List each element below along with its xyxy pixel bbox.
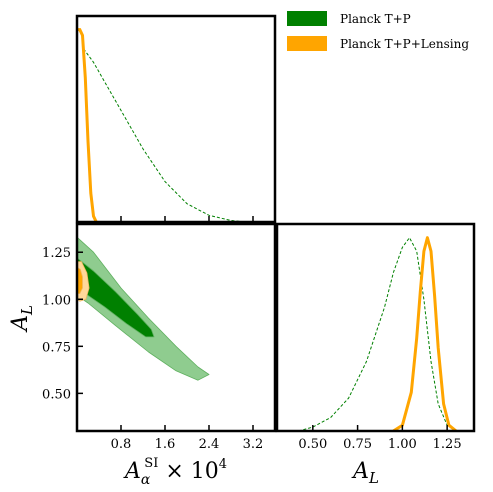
legend-swatch-planck-tp-lensing [287, 36, 327, 51]
y-axis-label: AL [8, 305, 36, 333]
marginal-AL-curve-planck-tp-lensing [392, 236, 458, 431]
x-axis-label-AL-sub: L [368, 469, 379, 487]
AL-x-tick-label-0: 0.50 [298, 437, 327, 452]
marginal-alpha-panel-frame [75, 14, 277, 224]
x-axis-label-alpha-main: A [123, 459, 141, 484]
AL-y-tick-label-2: 1.00 [42, 293, 71, 308]
marginal-AL-panel-frame [275, 222, 476, 433]
marginal-AL-curve-planck-tp [298, 237, 457, 431]
x-axis-label-alpha-sup: SI [144, 456, 158, 471]
joint-panel: 0.8 1.6 2.4 3.2 0.50 0.75 1.00 1.25 [42, 222, 277, 452]
AL-y-tick-label-1: 0.75 [42, 340, 71, 355]
marginal-alpha-curve-planck-tp-lensing [77, 28, 98, 222]
alpha-tick-label-3: 3.2 [243, 437, 264, 452]
AL-x-tick-label-2: 1.00 [388, 437, 417, 452]
joint-panel-frame [75, 222, 277, 433]
alpha-tick-label-0: 0.8 [111, 437, 132, 452]
legend-swatch-planck-tp [287, 11, 327, 26]
joint-contour-planck-tp-lensing-68 [77, 266, 83, 295]
marginal-AL-panel: 0.50 0.75 1.00 1.25 [275, 222, 476, 452]
legend-label-planck-tp-lensing: Planck T+P+Lensing [340, 37, 469, 51]
AL-y-tick-label-3: 1.25 [42, 246, 71, 261]
legend: Planck T+P Planck T+P+Lensing [287, 11, 469, 51]
alpha-tick-label-2: 2.4 [199, 437, 220, 452]
AL-y-tick-label-0: 0.50 [42, 387, 71, 402]
y-axis-label-main: A [8, 315, 33, 333]
x-axis-label-alpha-tail: × 10 [158, 459, 218, 484]
alpha-tick-label-1: 1.6 [155, 437, 176, 452]
x-axis-label-AL: AL [351, 459, 379, 487]
legend-label-planck-tp: Planck T+P [340, 12, 411, 26]
joint-contour-planck-tp-95 [77, 236, 210, 381]
AL-x-tick-label-3: 1.25 [433, 437, 462, 452]
x-axis-label-alpha-tail-sup: 4 [219, 457, 227, 472]
x-axis-label-alpha: AαSI × 104 [123, 456, 227, 488]
marginal-alpha-curve-planck-tp [83, 48, 254, 222]
x-axis-label-alpha-sub: α [141, 472, 151, 488]
marginal-alpha-panel [75, 14, 277, 224]
AL-x-tick-label-1: 0.75 [343, 437, 372, 452]
y-axis-label-sub: L [18, 305, 36, 316]
x-axis-label-AL-main: A [351, 459, 369, 484]
